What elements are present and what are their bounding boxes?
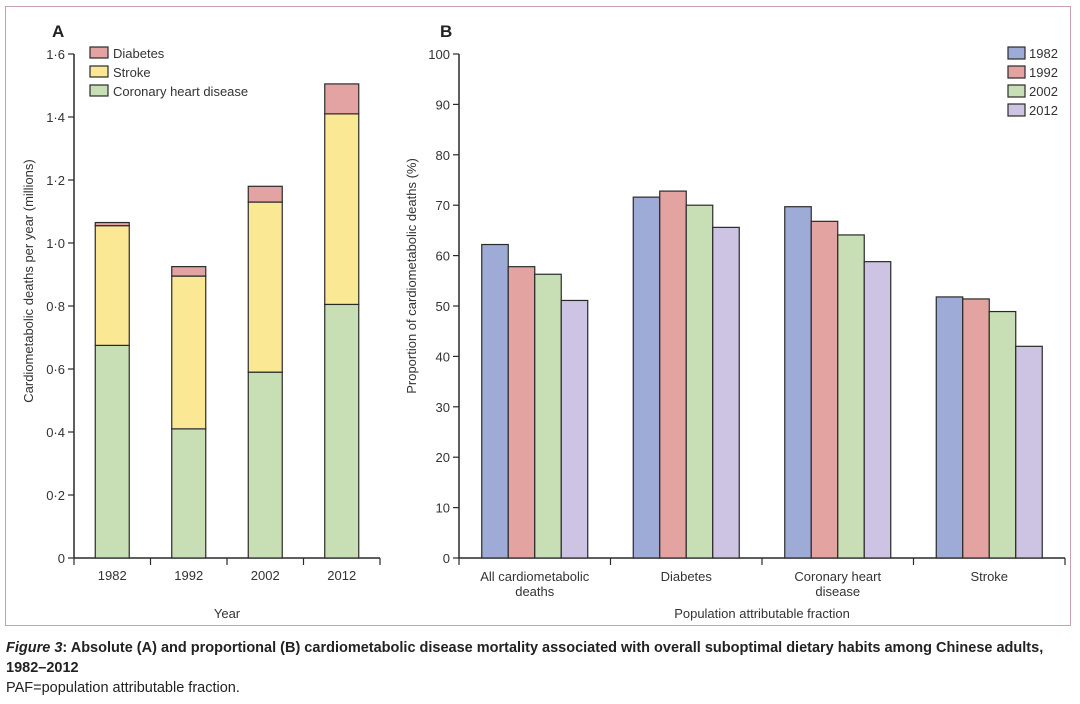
legend-swatch: [1007, 65, 1026, 79]
bar-2012-coronary-heart-disease: [863, 261, 892, 559]
bar-1982-diabetes: [632, 196, 661, 559]
legend-swatch: [1007, 84, 1026, 98]
bar-diabetes-2012: [324, 83, 360, 115]
y-tick-label: 30: [436, 400, 450, 415]
y-tick-label: 10: [436, 501, 450, 516]
bar-1992-coronary-heart-disease: [810, 220, 839, 559]
y-tick-label: 40: [436, 349, 450, 364]
legend-label: 2012: [1029, 103, 1058, 118]
bar-coronary-heart-disease-1992: [171, 428, 207, 559]
bar-1982-all-cardiometabolic-deaths: [481, 243, 509, 559]
bar-stroke-2012: [324, 113, 360, 306]
y-tick-label: 20: [436, 450, 450, 465]
bar-1982-coronary-heart-disease: [784, 206, 812, 559]
x-axis-title: Population attributable fraction: [674, 606, 850, 621]
figure-caption: Figure 3: Absolute (A) and proportional …: [6, 638, 1066, 698]
y-tick-label: 80: [436, 148, 450, 163]
bar-2012-all-cardiometabolic-deaths: [560, 299, 589, 559]
x-tick-label: deaths: [515, 584, 555, 599]
bar-1982-stroke: [935, 296, 964, 559]
bar-coronary-heart-disease-2002: [247, 371, 283, 559]
panel-label-b: B: [440, 22, 452, 41]
y-tick-label: 0·2: [46, 488, 65, 503]
legend-label: 1992: [1029, 65, 1058, 80]
bar-stroke-2002: [247, 201, 283, 373]
legend-label: 2002: [1029, 84, 1058, 99]
figure-label: Figure 3: [6, 640, 63, 656]
y-tick-label: 1·2: [46, 173, 65, 188]
legend-swatch: [89, 46, 109, 59]
y-tick-label: 50: [436, 299, 450, 314]
y-tick-label: 0: [58, 551, 65, 566]
y-axis-title: Cardiometabolic deaths per year (million…: [21, 159, 36, 403]
x-tick-label: 1992: [174, 568, 203, 583]
panel-a: A 0 0·2 0·4 0·6 0·8 1·0 1·2 1·4 1·6 1982 1992 2002 20…: [21, 22, 381, 621]
bar-stroke-1992: [171, 275, 207, 430]
x-tick-label: 1982: [98, 568, 127, 583]
legend-label: Diabetes: [113, 46, 165, 61]
y-tick-label: 70: [436, 198, 450, 213]
x-tick-label: All cardiometabolic: [480, 569, 590, 584]
y-tick-label: 0·8: [46, 299, 65, 314]
legend-label: Stroke: [113, 65, 151, 80]
bar-2002-diabetes: [685, 204, 714, 559]
bar-2002-coronary-heart-disease: [837, 234, 865, 559]
legend-swatch: [1007, 103, 1026, 117]
caption-note: PAF=population attributable fraction.: [6, 680, 240, 696]
y-tick-label: 0·4: [46, 425, 65, 440]
bar-1992-all-cardiometabolic-deaths: [507, 266, 536, 559]
caption-title: : Absolute (A) and proportional (B) card…: [6, 640, 1044, 676]
legend-label: 1982: [1029, 46, 1058, 61]
figure-frame: [5, 6, 1071, 626]
bar-1992-stroke: [962, 298, 990, 559]
bar-diabetes-2002: [247, 185, 283, 203]
x-tick-label: 2012: [327, 568, 356, 583]
panel-label-a: A: [52, 22, 64, 41]
legend-label: Coronary heart disease: [113, 84, 248, 99]
bar-coronary-heart-disease-2012: [324, 303, 360, 559]
y-tick-label: 90: [436, 97, 450, 112]
y-tick-label: 100: [428, 47, 450, 62]
y-tick-label: 1·6: [46, 47, 65, 62]
y-tick-label: 1·4: [46, 110, 65, 125]
bar-1992-diabetes: [659, 190, 687, 559]
bar-2002-all-cardiometabolic-deaths: [534, 273, 562, 559]
x-tick-label: disease: [815, 584, 860, 599]
legend-swatch: [1007, 46, 1026, 60]
bar-2002-stroke: [988, 310, 1017, 559]
y-tick-label: 1·0: [46, 236, 65, 251]
x-tick-label: Stroke: [970, 569, 1008, 584]
legend-swatch: [89, 65, 109, 78]
bar-diabetes-1982: [94, 221, 130, 227]
x-tick-label: Diabetes: [661, 569, 713, 584]
bar-2012-stroke: [1015, 345, 1043, 559]
y-tick-label: 60: [436, 249, 450, 264]
legend-swatch: [89, 84, 109, 97]
bar-diabetes-1992: [171, 266, 207, 277]
bar-2012-diabetes: [712, 226, 740, 559]
panel-b: B 0 10 20 30 40 50 60 70 80 90 100 All cardiometabol…: [404, 22, 1066, 621]
x-axis-title: Year: [214, 606, 241, 621]
x-tick-label: Coronary heart: [794, 569, 881, 584]
y-tick-label: 0: [443, 551, 450, 566]
x-tick-label: 2002: [251, 568, 280, 583]
y-axis-title: Proportion of cardiometabolic deaths (%): [404, 158, 419, 394]
bar-stroke-1982: [94, 225, 130, 346]
figure-svg: A 0 0·2 0·4 0·6 0·8 1·0 1·2 1·4 1·6 1982 1992 2002 20…: [21, 22, 1066, 621]
y-tick-label: 0·6: [46, 362, 65, 377]
bar-coronary-heart-disease-1982: [94, 344, 130, 559]
